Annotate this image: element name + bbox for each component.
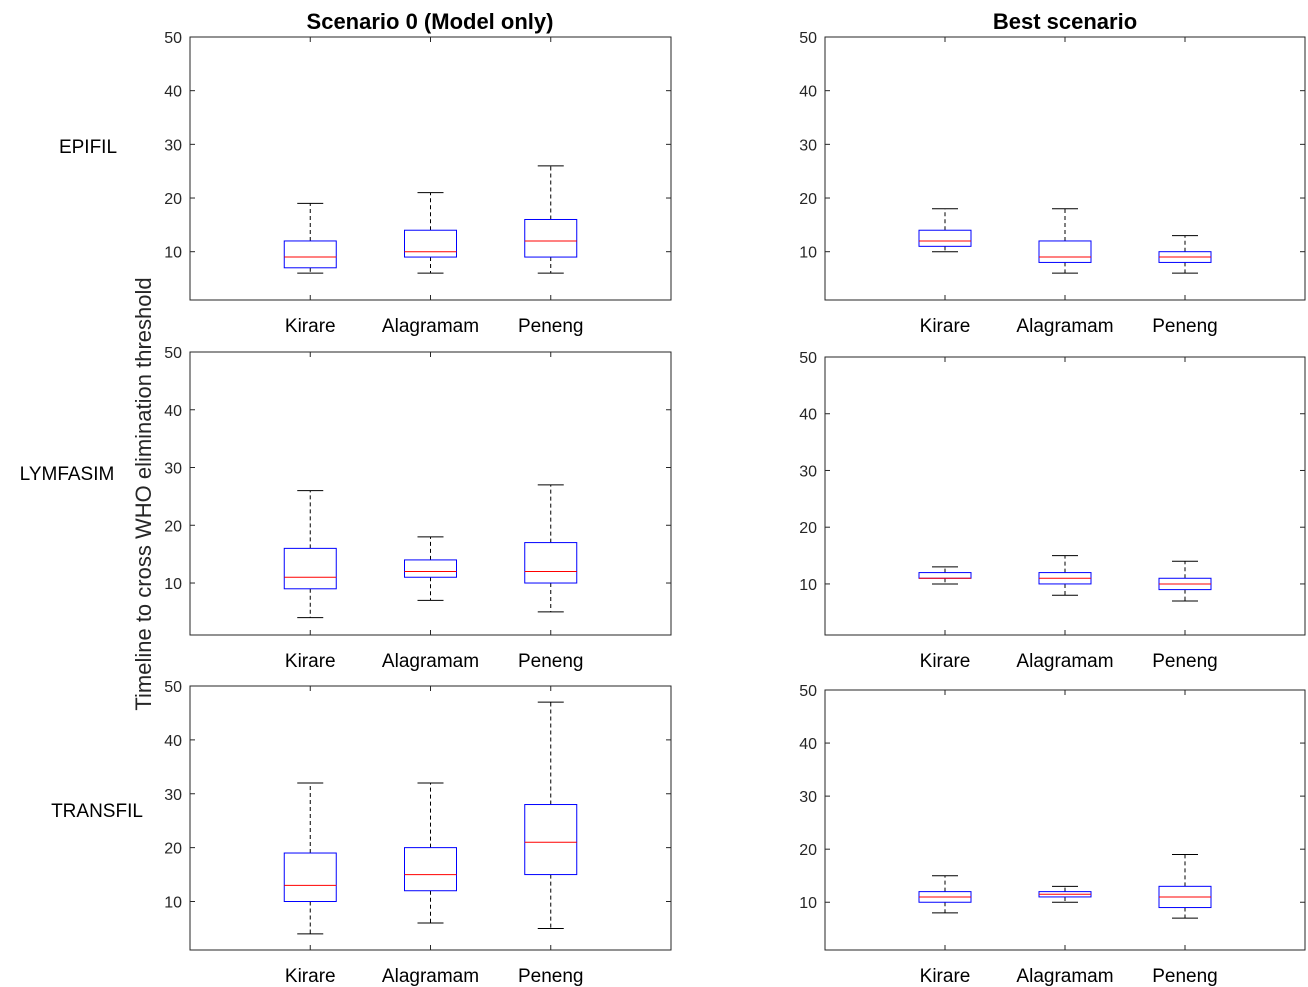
category-label: Kirare xyxy=(285,966,336,987)
category-label: Alagramam xyxy=(382,316,479,337)
box-iqr xyxy=(404,229,457,258)
y-tick-label: 30 xyxy=(799,137,817,154)
y-tick-label: 20 xyxy=(799,520,817,537)
row-label-lymfasim: LYMFASIM xyxy=(20,464,115,485)
category-label: Peneng xyxy=(518,966,584,987)
box-iqr xyxy=(524,218,578,258)
category-label: Kirare xyxy=(920,316,971,337)
y-tick-label: 40 xyxy=(799,84,817,101)
category-label: Alagramam xyxy=(1016,316,1113,337)
box-iqr xyxy=(1038,240,1092,263)
y-tick-label: 10 xyxy=(164,895,182,912)
axes-frame xyxy=(824,689,1306,951)
box-iqr xyxy=(918,572,972,579)
box-iqr xyxy=(404,559,457,578)
row-label-transfil: TRANSFIL xyxy=(51,801,143,822)
panel-transfil-scenario-0: 10 20 30 40 50 Kirare Alagramam Peneng xyxy=(164,679,672,987)
y-tick-label: 50 xyxy=(164,679,182,696)
category-label: Alagramam xyxy=(1016,966,1113,987)
box-iqr xyxy=(404,847,457,892)
y-axis-label: Timeline to cross WHO elimination thresh… xyxy=(131,277,156,710)
y-tick-label: 50 xyxy=(799,30,817,47)
y-tick-label: 10 xyxy=(799,245,817,262)
box-iqr xyxy=(283,240,337,269)
row-label-epifil: EPIFIL xyxy=(59,137,117,158)
box-iqr xyxy=(524,804,578,876)
panel-lymfasim-best-scenario: 10 20 30 40 50 Kirare Alagramam Peneng xyxy=(799,350,1306,672)
y-tick-label: 40 xyxy=(164,403,182,420)
y-tick-label: 10 xyxy=(164,245,182,262)
y-tick-label: 30 xyxy=(799,789,817,806)
y-tick-label: 50 xyxy=(164,345,182,362)
category-label: Kirare xyxy=(920,651,971,672)
y-tick-label: 40 xyxy=(799,736,817,753)
y-tick-label: 10 xyxy=(799,577,817,594)
y-tick-label: 10 xyxy=(164,576,182,593)
y-tick-label: 40 xyxy=(164,733,182,750)
category-label: Alagramam xyxy=(382,966,479,987)
y-tick-label: 30 xyxy=(799,463,817,480)
panel-epifil-best-scenario: 10 20 30 40 50 Kirare Alagramam Peneng xyxy=(799,30,1306,337)
panel-lymfasim-scenario-0: 10 20 30 40 50 Kirare Alagramam Peneng xyxy=(164,345,672,672)
category-label: Kirare xyxy=(920,966,971,987)
y-tick-label: 20 xyxy=(799,842,817,859)
y-tick-label: 40 xyxy=(164,84,182,101)
box-iqr xyxy=(918,229,972,247)
category-label: Peneng xyxy=(1152,316,1218,337)
category-label: Peneng xyxy=(518,316,584,337)
y-tick-label: 20 xyxy=(164,518,182,535)
category-label: Kirare xyxy=(285,651,336,672)
y-tick-label: 30 xyxy=(164,787,182,804)
y-tick-label: 20 xyxy=(164,841,182,858)
panel-epifil-scenario-0: 10 20 30 40 50 Kirare Alagramam Peneng xyxy=(164,30,672,337)
y-tick-label: 50 xyxy=(164,30,182,47)
y-tick-label: 10 xyxy=(799,895,817,912)
y-tick-label: 40 xyxy=(799,407,817,424)
axes-frame xyxy=(824,36,1306,301)
category-label: Alagramam xyxy=(1016,651,1113,672)
category-label: Kirare xyxy=(285,316,336,337)
y-tick-label: 30 xyxy=(164,461,182,478)
box-iqr xyxy=(283,852,337,903)
box-iqr xyxy=(283,547,337,590)
box-iqr xyxy=(524,542,578,584)
category-label: Alagramam xyxy=(382,651,479,672)
y-tick-label: 50 xyxy=(799,683,817,700)
category-label: Peneng xyxy=(1152,966,1218,987)
y-tick-label: 30 xyxy=(164,137,182,154)
y-tick-label: 20 xyxy=(799,191,817,208)
column-title-scenario-0: Scenario 0 (Model only) xyxy=(307,9,554,34)
y-tick-label: 50 xyxy=(799,350,817,367)
category-label: Peneng xyxy=(1152,651,1218,672)
category-label: Peneng xyxy=(518,651,584,672)
panel-transfil-best-scenario: 10 20 30 40 50 Kirare Alagramam Peneng xyxy=(799,683,1306,987)
panels: 10 20 30 40 50 Kirare Alagramam Peneng 10 20 30 40 5… xyxy=(164,30,1306,987)
y-tick-label: 20 xyxy=(164,191,182,208)
column-title-best-scenario: Best scenario xyxy=(993,9,1137,34)
